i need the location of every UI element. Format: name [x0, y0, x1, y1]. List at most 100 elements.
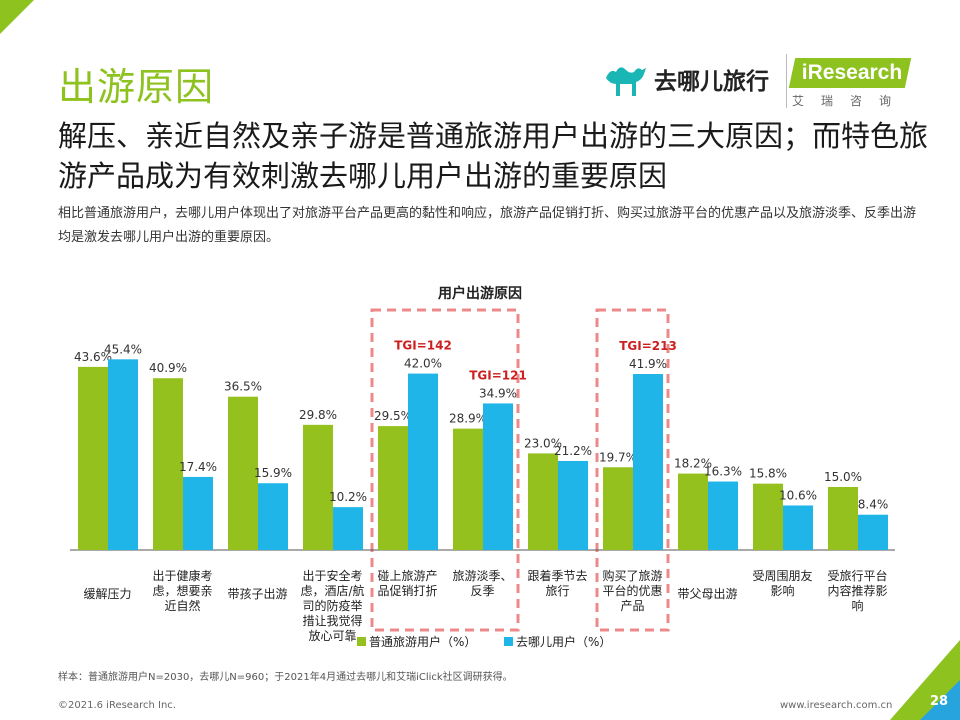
bar-general-7	[603, 467, 633, 550]
bar-qunar-2	[258, 483, 288, 550]
category-label-line: 受旅行平台	[827, 568, 887, 583]
category-label-0: 缓解压力	[83, 587, 131, 601]
category-label-line: 碰上旅游产	[377, 569, 437, 583]
label-qunar-0: 45.4%	[104, 342, 142, 356]
tgi-annotation-2: TGI=213	[619, 339, 677, 353]
label-general-2: 36.5%	[224, 380, 262, 394]
category-label-line: 影响	[770, 583, 794, 598]
camel-logo-icon	[606, 67, 646, 96]
label-general-10: 15.0%	[824, 470, 862, 484]
sample-note: 样本：普通旅游用户N=2030，去哪儿N=960；于2021年4月通过去哪儿和艾…	[58, 672, 513, 683]
label-general-3: 29.8%	[299, 408, 337, 422]
bar-qunar-10	[858, 514, 888, 550]
highlight-box-1	[595, 308, 670, 632]
bar-general-8	[678, 473, 708, 550]
website[interactable]: www.iresearch.com.cn	[780, 700, 893, 711]
travel-reason-bar-chart: 用户出游原因 43.6% 40.9% 36.5% 29.8% 29.5% 28.9% 23.0…	[70, 285, 895, 649]
bar-general-4	[378, 426, 408, 550]
label-general-1: 40.9%	[149, 361, 187, 375]
chart-title: 用户出游原因	[438, 285, 522, 302]
bar-general-6	[528, 453, 558, 550]
qunar-logo-text: 去哪儿旅行	[654, 69, 769, 95]
label-general-5: 28.9%	[449, 412, 487, 426]
category-label-line: 反季	[470, 584, 494, 598]
category-label-2: 带孩子出游	[227, 587, 287, 601]
category-label-9: 受周围朋友影响	[752, 569, 812, 598]
bar-qunar-3	[333, 507, 363, 550]
label-qunar-9: 10.6%	[779, 488, 817, 502]
category-label-line: 出于健康考	[152, 568, 212, 583]
label-qunar-1: 17.4%	[179, 460, 217, 474]
category-label-line: 虑，想要亲	[152, 583, 212, 598]
bottom-right-corner-decoration	[890, 640, 960, 720]
label-qunar-8: 16.3%	[704, 465, 742, 479]
category-label-line: 购买了旅游	[602, 568, 662, 583]
bar-qunar-8	[708, 481, 738, 550]
category-label-line: 措让我觉得	[302, 613, 362, 628]
label-general-7: 19.7%	[599, 450, 637, 464]
label-qunar-5: 34.9%	[479, 386, 517, 400]
iresearch-logo-cn: 艾瑞咨询	[792, 94, 909, 108]
page-number: 28	[930, 694, 949, 709]
category-label-line: 平台的优惠	[602, 583, 662, 598]
label-qunar-3: 10.2%	[329, 490, 367, 504]
label-general-9: 15.8%	[749, 467, 787, 481]
category-label-5: 旅游淡季、反季	[452, 569, 512, 598]
description: 相比普通旅游用户，去哪儿用户体现出了对旅游平台产品更高的黏性和响应，旅游产品促销…	[58, 206, 917, 245]
page-title: 出游原因	[58, 65, 215, 109]
label-general-8: 18.2%	[674, 457, 712, 471]
bar-qunar-6	[558, 460, 588, 550]
bar-general-10	[828, 487, 858, 550]
legend-swatch-qunar	[504, 637, 513, 646]
bar-qunar-4	[408, 373, 438, 550]
bar-qunar-7	[633, 374, 663, 550]
label-general-4: 29.5%	[374, 409, 412, 423]
category-label-line: 带父母出游	[677, 587, 737, 601]
category-label-line: 内容推荐影	[827, 583, 887, 598]
category-label-line: 响	[851, 598, 863, 613]
tgi-annotation-0: TGI=142	[394, 339, 452, 353]
bar-qunar-5	[483, 403, 513, 550]
bar-qunar-0	[108, 359, 138, 550]
label-qunar-4: 42.0%	[404, 357, 442, 371]
category-label-8: 带父母出游	[677, 587, 737, 601]
bar-general-5	[453, 428, 483, 550]
bar-qunar-1	[183, 476, 213, 550]
category-label-line: 近自然	[164, 598, 200, 613]
legend-swatch-general	[357, 637, 366, 646]
category-label-line: 跟着季节去	[527, 568, 587, 583]
label-general-6: 23.0%	[524, 436, 562, 450]
bar-general-0	[78, 366, 108, 550]
category-label-line: 受周围朋友	[752, 569, 812, 583]
bar-general-3	[303, 424, 333, 550]
bar-general-1	[153, 378, 183, 550]
category-label-line: 品促销打折	[377, 583, 437, 598]
category-label-3: 出于安全考虑，酒店/航司的防疫举措让我觉得放心可靠	[300, 568, 364, 643]
label-qunar-10: 8.4%	[858, 498, 889, 512]
category-label-line: 司的防疫举	[302, 598, 362, 613]
label-qunar-7: 41.9%	[629, 357, 667, 371]
category-label-line: 放心可靠	[308, 628, 356, 643]
bar-general-9	[753, 483, 783, 550]
category-label-4: 碰上旅游产品促销打折	[377, 569, 437, 598]
label-qunar-6: 21.2%	[554, 444, 592, 458]
bar-general-2	[228, 396, 258, 550]
legend-label-qunar: 去哪儿用户（%）	[516, 634, 611, 649]
headline: 解压、亲近自然及亲子游是普通旅游用户出游的三大原因；而特色旅游产品成为有效刺激去…	[58, 119, 929, 193]
top-left-corner-decoration	[0, 0, 34, 34]
label-qunar-2: 15.9%	[254, 466, 292, 480]
category-label-line: 缓解压力	[83, 587, 131, 601]
copyright: ©2021.6 iResearch Inc.	[58, 700, 176, 711]
bar-qunar-9	[783, 505, 813, 550]
category-label-10: 受旅行平台内容推荐影响	[827, 568, 887, 613]
category-label-1: 出于健康考虑，想要亲近自然	[152, 568, 212, 613]
logo-separator	[786, 54, 787, 108]
iresearch-logo-text: iResearch	[801, 61, 903, 84]
legend-label-general: 普通旅游用户（%）	[369, 634, 476, 649]
category-label-line: 虑，酒店/航	[300, 583, 364, 598]
category-label-line: 旅游淡季、	[452, 569, 512, 583]
category-label-line: 带孩子出游	[227, 587, 287, 601]
category-label-line: 旅行	[545, 584, 569, 598]
category-label-line: 出于安全考	[302, 568, 362, 583]
label-general-0: 43.6%	[74, 350, 112, 364]
